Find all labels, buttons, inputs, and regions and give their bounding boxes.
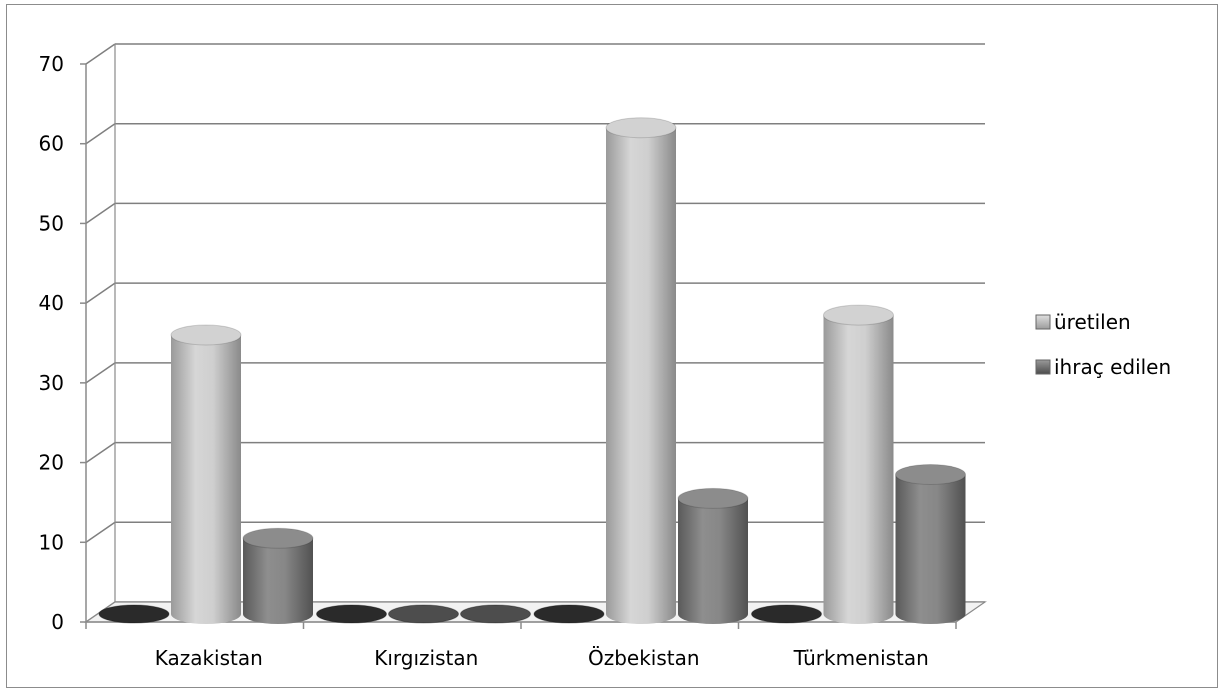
bar-body xyxy=(895,474,966,624)
gridline-connector xyxy=(85,202,116,225)
gridline-connector xyxy=(85,521,116,543)
bar-top xyxy=(388,604,459,624)
bar-body xyxy=(171,335,241,624)
bar-top xyxy=(895,464,966,485)
bar-ihraç-edilen-3 xyxy=(895,464,966,624)
y-tick-label: 50 xyxy=(39,211,64,235)
bar-top xyxy=(533,604,605,624)
legend-swatch xyxy=(1035,314,1051,330)
bar-top xyxy=(751,604,822,624)
bar-üretilen-3 xyxy=(823,304,894,624)
gridline-connector xyxy=(85,43,116,65)
bar-üretilen-1 xyxy=(388,604,459,624)
bar-ihraç-edilen-1 xyxy=(460,604,531,624)
bar-body xyxy=(823,315,894,624)
y-tick-label: 0 xyxy=(51,610,64,634)
bar-üretilen-2 xyxy=(605,117,677,624)
x-category-label: Özbekistan xyxy=(588,646,700,670)
legend-item: ihraç edilen xyxy=(1035,355,1171,379)
bar-top xyxy=(460,604,531,624)
bar-üretilen-0 xyxy=(170,324,242,624)
y-tick-label: 40 xyxy=(39,291,64,315)
bar-series-0-0 xyxy=(98,604,170,624)
bar-top xyxy=(823,304,894,326)
y-tick-label: 60 xyxy=(39,132,64,156)
chart-marks xyxy=(98,117,966,624)
bar-ihraç-edilen-2 xyxy=(677,487,749,624)
bar-top xyxy=(98,604,170,624)
x-category-label: Kırgızistan xyxy=(374,646,478,670)
legend-label: üretilen xyxy=(1054,310,1131,334)
bar-top xyxy=(242,527,314,549)
gridline-connector xyxy=(85,362,116,384)
bar-series-0-3 xyxy=(751,604,822,624)
y-tick-label: 70 xyxy=(39,52,64,76)
legend: üretilen ihraç edilen xyxy=(1035,310,1171,379)
bar-series-0-2 xyxy=(533,604,605,624)
y-tick-label: 30 xyxy=(39,371,64,395)
x-category-label: Kazakistan xyxy=(155,646,263,670)
bar-top xyxy=(316,604,387,624)
bar-top xyxy=(677,487,749,509)
gridline-connector xyxy=(85,441,116,464)
bar-top xyxy=(170,324,242,346)
bar-body xyxy=(243,538,313,624)
bar-ihraç-edilen-0 xyxy=(242,527,314,624)
gridline-connector xyxy=(85,282,116,304)
bar-body xyxy=(678,498,748,624)
x-category-label: Türkmenistan xyxy=(793,646,929,670)
y-tick-label: 20 xyxy=(39,451,64,475)
y-tick-label: 10 xyxy=(39,530,64,554)
bar-top xyxy=(605,117,677,139)
gridline-connector xyxy=(85,123,116,145)
axis-labels: 0 10 20 30 40 50 60 70 Kazakistan Kırgızistan Özbe… xyxy=(39,52,929,670)
legend-item: üretilen xyxy=(1035,310,1131,334)
legend-swatch xyxy=(1035,359,1051,375)
bar-series-0-1 xyxy=(316,604,387,624)
bar-body xyxy=(606,127,676,624)
legend-label: ihraç edilen xyxy=(1054,355,1171,379)
